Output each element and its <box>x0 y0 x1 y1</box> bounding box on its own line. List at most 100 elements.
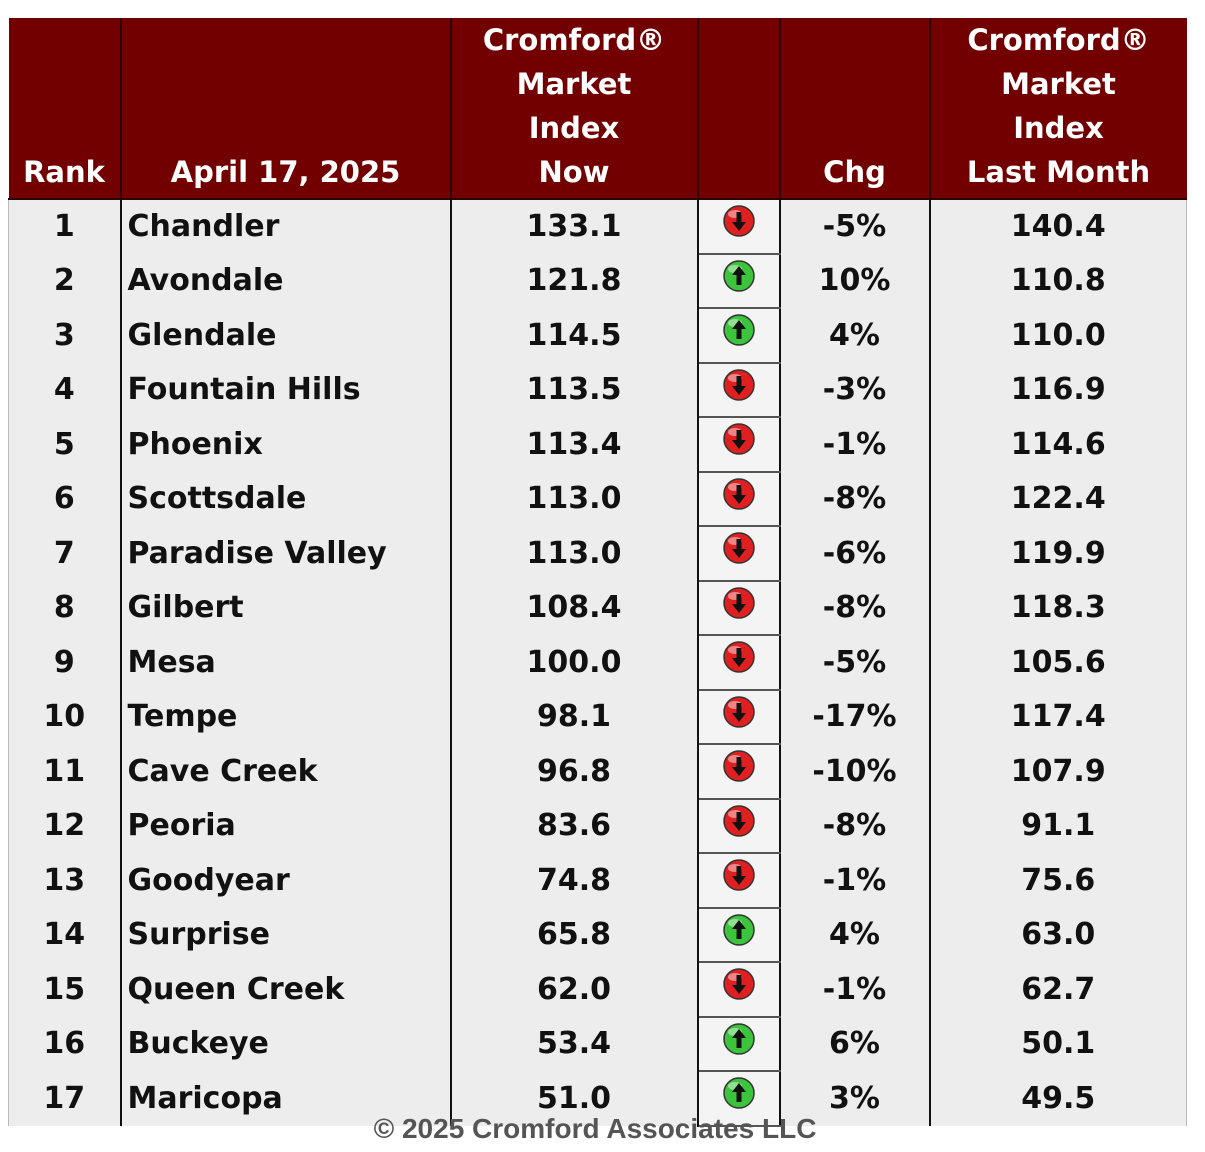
trend-arrow-cell <box>697 1016 781 1072</box>
rank-cell: 15 <box>8 962 122 1017</box>
table-row: 5 Phoenix 113.4 -1% 114.6 <box>8 417 1187 473</box>
down-arrow-icon <box>722 859 755 891</box>
trend-arrow-cell <box>697 362 781 418</box>
down-arrow-icon <box>722 477 755 510</box>
table-row: 8 Gilbert 108.4 -8% 118.3 <box>8 580 1187 636</box>
change-cell: 10% <box>779 253 931 308</box>
trend-arrow-cell <box>697 744 781 800</box>
change-cell: -10% <box>779 744 931 799</box>
index-last-month-cell: 140.4 <box>929 199 1187 254</box>
index-now-cell: 121.8 <box>450 253 699 308</box>
city-cell: Peoria <box>120 798 452 853</box>
table-row: 15 Queen Creek 62.0 -1% 62.7 <box>8 962 1187 1018</box>
trend-arrow-cell <box>697 907 781 963</box>
index-last-month-cell: 105.6 <box>929 635 1187 690</box>
down-arrow-icon <box>722 804 755 837</box>
index-now-cell: 51.0 <box>450 1071 699 1126</box>
trend-arrow-cell <box>697 253 781 309</box>
change-cell: -8% <box>779 798 931 853</box>
index-last-month-cell: 114.6 <box>929 417 1187 472</box>
index-now-cell: 74.8 <box>450 853 699 908</box>
index-last-month-cell: 107.9 <box>929 744 1187 799</box>
index-last-month-cell: 91.1 <box>929 798 1187 853</box>
city-cell: Buckeye <box>120 1016 452 1071</box>
index-now-cell: 113.4 <box>450 417 699 472</box>
index-last-month-cell: 122.4 <box>929 471 1187 526</box>
trend-arrow-cell <box>697 962 781 1018</box>
index-now-cell: 98.1 <box>450 689 699 744</box>
change-cell: -3% <box>779 362 931 417</box>
rank-cell: 4 <box>8 362 122 417</box>
table-header-row: Rank April 17, 2025 Cromford® Market Ind… <box>8 18 1187 199</box>
rank-header: Rank <box>8 18 122 199</box>
city-cell: Queen Creek <box>120 962 452 1017</box>
index-last-month-cell: 50.1 <box>929 1016 1187 1071</box>
table-body: 1 Chandler 133.1 -5% 140.4 2 Avondale 121.8 10% 1… <box>8 199 1187 1127</box>
change-cell: -8% <box>779 471 931 526</box>
trend-arrow-cell <box>697 1071 781 1127</box>
trend-arrow-cell <box>697 471 781 527</box>
change-cell: -1% <box>779 962 931 1017</box>
rank-cell: 16 <box>8 1016 122 1071</box>
change-cell: -5% <box>779 635 931 690</box>
rank-cell: 3 <box>8 308 122 363</box>
change-cell: 4% <box>779 308 931 363</box>
rank-cell: 1 <box>8 199 122 254</box>
change-cell: -6% <box>779 526 931 581</box>
table-row: 16 Buckeye 53.4 6% 50.1 <box>8 1016 1187 1072</box>
table-row: 12 Peoria 83.6 -8% 91.1 <box>8 798 1187 854</box>
table-row: 6 Scottsdale 113.0 -8% 122.4 <box>8 471 1187 527</box>
date-header: April 17, 2025 <box>120 18 452 199</box>
table-row: 11 Cave Creek 96.8 -10% 107.9 <box>8 744 1187 800</box>
up-arrow-icon <box>722 913 755 946</box>
rank-cell: 14 <box>8 907 122 962</box>
table-row: 13 Goodyear 74.8 -1% 75.6 <box>8 853 1187 909</box>
city-cell: Gilbert <box>120 580 452 635</box>
index-last-month-cell: 110.0 <box>929 308 1187 363</box>
up-arrow-icon <box>722 1077 755 1109</box>
index-now-cell: 113.0 <box>450 471 699 526</box>
down-arrow-icon <box>722 532 755 564</box>
down-arrow-icon <box>722 368 755 401</box>
index-now-header: Cromford® Market Index Now <box>450 18 699 199</box>
table-row: 4 Fountain Hills 113.5 -3% 116.9 <box>8 362 1187 418</box>
city-cell: Surprise <box>120 907 452 962</box>
index-last-month-cell: 119.9 <box>929 526 1187 581</box>
index-now-cell: 62.0 <box>450 962 699 1017</box>
index-last-month-cell: 118.3 <box>929 580 1187 635</box>
city-cell: Chandler <box>120 199 452 254</box>
rank-cell: 11 <box>8 744 122 799</box>
header-line: Market <box>516 67 632 101</box>
market-index-table-container: Rank April 17, 2025 Cromford® Market Ind… <box>8 18 1187 1127</box>
change-cell: -8% <box>779 580 931 635</box>
index-last-month-cell: 110.8 <box>929 253 1187 308</box>
trend-arrow-cell <box>697 853 781 909</box>
city-cell: Glendale <box>120 308 452 363</box>
down-arrow-icon <box>722 205 755 237</box>
trend-arrow-cell <box>697 417 781 473</box>
table-row: 9 Mesa 100.0 -5% 105.6 <box>8 635 1187 691</box>
rank-cell: 5 <box>8 417 122 472</box>
up-arrow-icon <box>722 259 755 292</box>
city-cell: Phoenix <box>120 417 452 472</box>
table-row: 10 Tempe 98.1 -17% 117.4 <box>8 689 1187 745</box>
index-last-month-cell: 117.4 <box>929 689 1187 744</box>
rank-cell: 13 <box>8 853 122 908</box>
down-arrow-icon <box>722 641 755 673</box>
city-cell: Maricopa <box>120 1071 452 1126</box>
trend-arrow-cell <box>697 526 781 582</box>
table-row: 17 Maricopa 51.0 3% 49.5 <box>8 1071 1187 1127</box>
rank-cell: 10 <box>8 689 122 744</box>
index-last-month-cell: 62.7 <box>929 962 1187 1017</box>
city-cell: Mesa <box>120 635 452 690</box>
index-last-month-cell: 63.0 <box>929 907 1187 962</box>
index-now-cell: 113.0 <box>450 526 699 581</box>
direction-header <box>697 18 781 199</box>
up-arrow-icon <box>722 314 755 346</box>
change-cell: -5% <box>779 199 931 254</box>
market-index-table: Rank April 17, 2025 Cromford® Market Ind… <box>8 18 1187 1127</box>
copyright-notice: © 2025 Cromford Associates LLC <box>373 1113 817 1144</box>
city-cell: Paradise Valley <box>120 526 452 581</box>
header-line: Now <box>538 155 610 189</box>
index-now-cell: 114.5 <box>450 308 699 363</box>
